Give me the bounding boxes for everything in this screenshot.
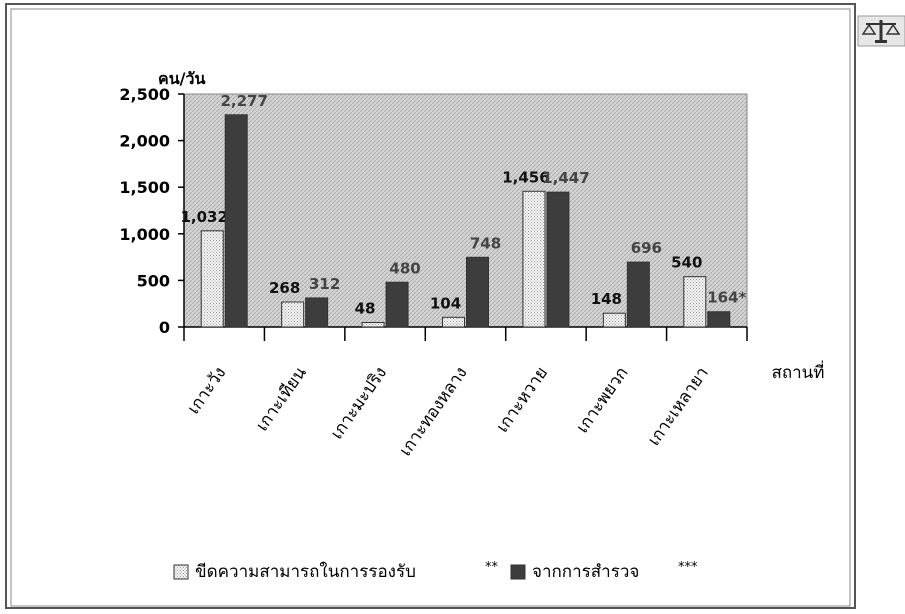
legend-swatch-survey [510, 564, 526, 580]
data-label: 268 [269, 279, 300, 297]
y-tick-label: 2,000 [119, 132, 170, 151]
bar-survey [385, 281, 409, 328]
legend-suffix-survey: *** [678, 560, 698, 575]
data-label: 1,447 [542, 169, 589, 187]
data-label: 2,277 [220, 92, 267, 110]
data-label: 164* [707, 289, 746, 307]
legend-label-survey: จากการสำรวจ [532, 562, 639, 582]
y-tick-label: 2,500 [119, 85, 170, 104]
data-label: 540 [671, 254, 702, 272]
inner-border [10, 8, 851, 607]
bar-survey [305, 297, 329, 328]
bar-capacity [361, 322, 385, 328]
legend-suffix-capacity: ** [485, 560, 499, 575]
y-tick-label: 1,500 [119, 178, 170, 197]
bar-capacity [522, 190, 546, 328]
data-label: 480 [389, 259, 420, 277]
bar-capacity [602, 312, 626, 328]
y-tick-label: 0 [159, 318, 170, 337]
bar-capacity [200, 230, 224, 328]
bar-survey [546, 191, 570, 328]
scales-icon [857, 15, 905, 47]
data-label: 1,456 [502, 168, 549, 186]
x-axis-label: สถานที่ [771, 360, 824, 383]
data-label: 48 [355, 300, 376, 318]
plot-background [183, 93, 748, 328]
data-label: 312 [309, 275, 340, 293]
data-label: 104 [430, 294, 461, 312]
y-tick-label: 1,000 [119, 225, 170, 244]
bar-survey [466, 256, 489, 328]
y-axis-label: คน/วัน [158, 69, 205, 88]
data-label: 148 [591, 290, 622, 308]
legend-swatch-capacity [173, 564, 189, 580]
outer-border [5, 3, 856, 609]
data-label: 1,032 [180, 208, 227, 226]
bar-capacity [683, 276, 707, 328]
bar-survey [224, 114, 248, 328]
bar-survey [707, 311, 731, 328]
data-label: 748 [470, 234, 501, 252]
y-tick-label: 500 [137, 271, 170, 290]
bar-capacity [442, 316, 465, 328]
bar-survey [626, 261, 650, 328]
data-label: 696 [631, 239, 662, 257]
legend-label-capacity: ขีดความสามารถในการรองรับ [195, 561, 416, 582]
bar-capacity [281, 301, 305, 328]
